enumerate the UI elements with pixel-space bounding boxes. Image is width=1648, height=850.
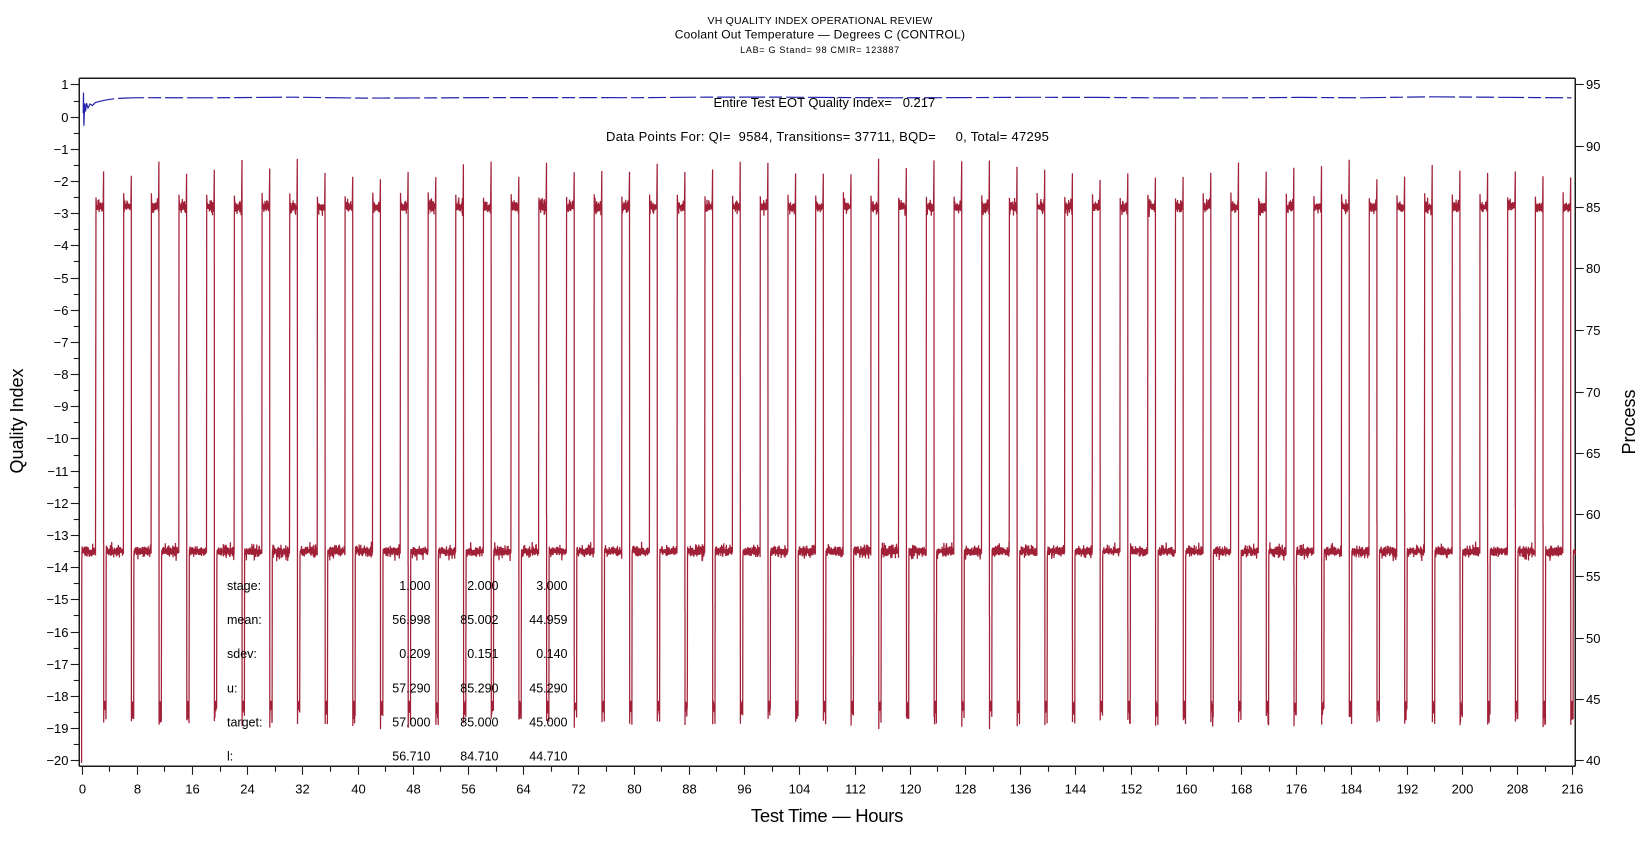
svg-text:−17: −17 [46, 657, 68, 672]
svg-text:−7: −7 [54, 335, 69, 350]
svg-text:57.000: 57.000 [392, 715, 430, 729]
svg-text:80: 80 [627, 782, 641, 797]
svg-text:184: 184 [1341, 782, 1363, 797]
svg-text:24: 24 [240, 782, 254, 797]
svg-text:56.998: 56.998 [392, 613, 430, 627]
svg-text:−2: −2 [54, 174, 69, 189]
svg-text:176: 176 [1286, 782, 1308, 797]
svg-text:56.710: 56.710 [392, 750, 430, 764]
svg-text:3.000: 3.000 [536, 579, 567, 593]
svg-text:8: 8 [134, 782, 141, 797]
svg-text:72: 72 [571, 782, 585, 797]
svg-text:84.710: 84.710 [460, 750, 498, 764]
svg-text:65: 65 [1586, 446, 1600, 461]
svg-text:−3: −3 [54, 206, 69, 221]
svg-text:−6: −6 [54, 303, 69, 318]
svg-text:1.000: 1.000 [399, 579, 430, 593]
svg-text:mean:: mean: [227, 613, 262, 627]
svg-text:75: 75 [1586, 323, 1600, 338]
svg-text:104: 104 [789, 782, 811, 797]
svg-text:Coolant Out Temperature — Degr: Coolant Out Temperature — Degrees C (CON… [675, 28, 965, 42]
svg-text:64: 64 [516, 782, 530, 797]
svg-text:85.290: 85.290 [460, 681, 498, 695]
svg-text:48: 48 [406, 782, 420, 797]
svg-text:16: 16 [185, 782, 199, 797]
svg-text:95: 95 [1586, 77, 1600, 92]
svg-text:32: 32 [295, 782, 309, 797]
svg-text:−4: −4 [54, 238, 69, 253]
svg-text:0: 0 [79, 782, 86, 797]
svg-text:−15: −15 [46, 592, 68, 607]
svg-text:LAB= G Stand= 98 CMIR= 123887: LAB= G Stand= 98 CMIR= 123887 [740, 45, 900, 55]
svg-text:70: 70 [1586, 385, 1600, 400]
svg-text:0.209: 0.209 [399, 647, 430, 661]
svg-text:Process: Process [1619, 389, 1639, 454]
svg-text:88: 88 [682, 782, 696, 797]
svg-text:50: 50 [1586, 631, 1600, 646]
svg-text:57.290: 57.290 [392, 681, 430, 695]
svg-text:−13: −13 [46, 528, 68, 543]
svg-text:−16: −16 [46, 625, 68, 640]
svg-text:216: 216 [1562, 782, 1584, 797]
svg-text:−19: −19 [46, 721, 68, 736]
svg-text:85.002: 85.002 [460, 613, 498, 627]
svg-text:168: 168 [1231, 782, 1253, 797]
svg-text:45.000: 45.000 [529, 715, 567, 729]
svg-text:85.000: 85.000 [460, 715, 498, 729]
svg-text:45: 45 [1586, 692, 1600, 707]
svg-text:Entire Test EOT Quality Index=: Entire Test EOT Quality Index= 0.217 [714, 95, 936, 110]
svg-text:40: 40 [351, 782, 365, 797]
svg-text:128: 128 [955, 782, 977, 797]
svg-text:−12: −12 [46, 496, 68, 511]
svg-text:u:: u: [227, 681, 237, 695]
svg-text:Test Time — Hours: Test Time — Hours [751, 805, 903, 826]
svg-text:target:: target: [227, 715, 262, 729]
svg-text:0.140: 0.140 [536, 647, 567, 661]
svg-text:200: 200 [1452, 782, 1474, 797]
svg-text:stage:: stage: [227, 579, 261, 593]
svg-text:1: 1 [61, 77, 68, 92]
svg-text:152: 152 [1121, 782, 1143, 797]
svg-text:120: 120 [900, 782, 922, 797]
svg-text:−8: −8 [54, 367, 69, 382]
svg-text:−10: −10 [46, 431, 68, 446]
svg-text:144: 144 [1065, 782, 1087, 797]
svg-text:2.000: 2.000 [467, 579, 498, 593]
svg-text:112: 112 [845, 782, 866, 797]
svg-text:VH QUALITY INDEX OPERATIONAL R: VH QUALITY INDEX OPERATIONAL REVIEW [707, 15, 932, 27]
svg-text:90: 90 [1586, 139, 1600, 154]
svg-text:55: 55 [1586, 569, 1600, 584]
svg-text:Data Points For: QI= 9584, Tr: Data Points For: QI= 9584, Transitions= … [606, 129, 1049, 144]
svg-text:−1: −1 [54, 142, 69, 157]
svg-text:−14: −14 [46, 560, 68, 575]
svg-text:0: 0 [61, 110, 68, 125]
svg-text:0.151: 0.151 [467, 647, 498, 661]
svg-text:136: 136 [1010, 782, 1032, 797]
svg-text:56: 56 [461, 782, 475, 797]
svg-text:192: 192 [1397, 782, 1419, 797]
svg-text:60: 60 [1586, 507, 1600, 522]
svg-text:−11: −11 [47, 464, 68, 479]
svg-text:44.710: 44.710 [529, 750, 567, 764]
svg-text:85: 85 [1586, 200, 1600, 215]
svg-text:−5: −5 [54, 271, 69, 286]
svg-text:40: 40 [1586, 753, 1600, 768]
svg-text:−9: −9 [54, 399, 69, 414]
svg-text:sdev:: sdev: [227, 647, 257, 661]
svg-text:45.290: 45.290 [529, 681, 567, 695]
svg-text:160: 160 [1176, 782, 1198, 797]
svg-text:96: 96 [737, 782, 751, 797]
svg-text:44.959: 44.959 [529, 613, 567, 627]
svg-text:−18: −18 [46, 689, 68, 704]
svg-text:−20: −20 [46, 753, 68, 768]
svg-text:Quality Index: Quality Index [7, 368, 27, 473]
svg-text:208: 208 [1507, 782, 1529, 797]
svg-text:l:: l: [227, 750, 233, 764]
svg-text:80: 80 [1586, 261, 1600, 276]
